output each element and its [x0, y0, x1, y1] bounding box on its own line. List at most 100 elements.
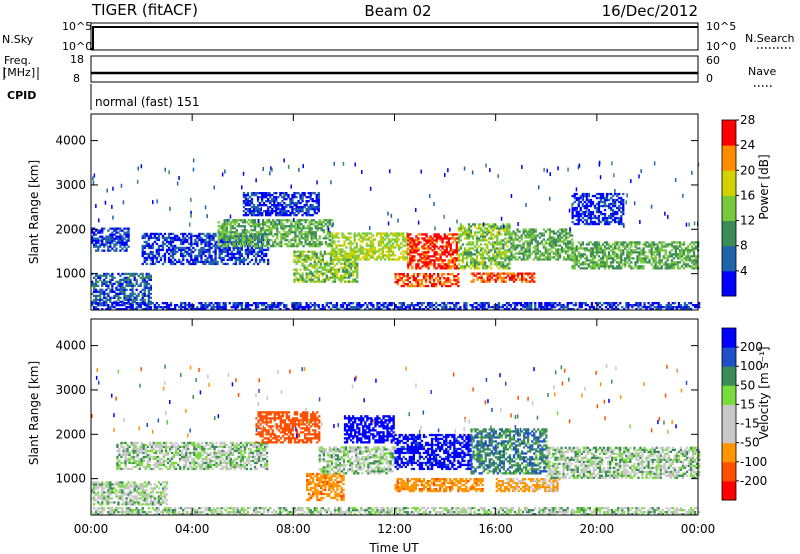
heatmap-cell — [254, 214, 258, 217]
heatmap-cell — [95, 233, 98, 236]
heatmap-cell — [504, 225, 507, 228]
heatmap-cell — [258, 258, 262, 262]
heatmap-cell — [504, 249, 507, 252]
heatmap-cell — [461, 253, 465, 256]
heatmap-cell — [408, 304, 411, 307]
heatmap-cell — [223, 235, 226, 238]
heatmap-cell — [435, 306, 438, 309]
heatmap-cell — [407, 265, 410, 268]
heatmap-cell — [400, 232, 403, 235]
heatmap-cell — [248, 252, 252, 256]
heatmap-cell — [107, 235, 110, 238]
heatmap-cell — [243, 233, 247, 236]
heatmap-cell — [441, 265, 444, 268]
heatmap-cell — [528, 228, 531, 231]
heatmap-cell — [626, 253, 629, 256]
heatmap-cell — [433, 267, 436, 270]
heatmap-cell — [554, 238, 558, 241]
heatmap-cell — [506, 245, 509, 248]
heatmap-cell — [272, 245, 275, 248]
heatmap-cell — [556, 248, 560, 251]
heatmap-cell — [522, 228, 525, 231]
heatmap-cell — [612, 214, 615, 218]
heatmap-cell — [176, 260, 179, 264]
heatmap-cell — [560, 248, 564, 251]
heatmap-cell — [125, 247, 128, 250]
heatmap-cell — [684, 259, 688, 262]
heatmap-cell — [558, 252, 562, 255]
heatmap-cell — [127, 282, 130, 285]
heatmap-cell — [153, 256, 156, 260]
heatmap-cell — [622, 212, 625, 216]
heatmap-cell — [335, 250, 339, 253]
heatmap-cell — [243, 235, 247, 238]
heatmap-cell — [127, 231, 130, 234]
heatmap-cell — [575, 208, 578, 212]
heatmap-cell — [656, 253, 659, 256]
heatmap-cell — [182, 306, 185, 309]
heatmap-cell — [252, 302, 256, 305]
heatmap-cell — [256, 208, 260, 211]
heatmap-cell — [204, 258, 207, 262]
heatmap-cell — [608, 255, 611, 258]
heatmap-cell — [291, 306, 294, 309]
heatmap-cell — [182, 254, 185, 258]
heatmap-cell — [418, 308, 422, 311]
heatmap-cell — [353, 248, 356, 251]
heatmap-cell — [329, 276, 333, 279]
heatmap-cell — [246, 210, 250, 213]
heatmap-cell — [275, 204, 278, 207]
heatmap-cell — [427, 241, 430, 244]
heatmap-cell — [500, 278, 503, 281]
heatmap-cell — [109, 288, 112, 291]
heatmap-cell — [143, 260, 146, 264]
heatmap-cell — [139, 306, 142, 309]
heatmap-cell — [115, 294, 118, 297]
heatmap-cell — [620, 218, 623, 222]
heatmap-cell — [538, 242, 541, 245]
heatmap-cell — [595, 192, 599, 196]
heatmap-cell — [640, 261, 643, 264]
heatmap-cell — [369, 236, 372, 239]
heatmap-cell — [289, 204, 292, 207]
heatmap-cell — [445, 263, 448, 266]
heatmap-cell — [577, 247, 580, 250]
heatmap-cell — [419, 267, 422, 270]
heatmap-cell — [317, 274, 320, 277]
heatmap-cell — [404, 250, 407, 253]
heatmap-cell — [447, 267, 450, 270]
heatmap-cell — [254, 206, 258, 209]
heatmap-cell — [263, 258, 266, 262]
heatmap-cell — [350, 272, 353, 275]
heatmap-cell — [95, 288, 98, 291]
heatmap-cell — [492, 278, 495, 281]
heatmap-cell — [131, 272, 134, 276]
heatmap-cell — [174, 246, 177, 250]
heatmap-cell — [267, 246, 270, 250]
heatmap-cell — [263, 302, 266, 305]
heatmap-cell — [322, 219, 325, 222]
heatmap-cell — [467, 241, 471, 244]
heatmap-cell — [305, 268, 308, 271]
heatmap-cell — [425, 263, 428, 266]
heatmap-cell — [388, 302, 391, 305]
heatmap-cell — [282, 235, 285, 238]
heatmap-cell — [404, 308, 407, 311]
heatmap-cell — [622, 253, 625, 256]
heatmap-cell — [465, 261, 469, 264]
heatmap-cell — [277, 306, 280, 309]
heatmap-cell — [304, 233, 307, 236]
heatmap-cell — [540, 254, 543, 257]
heatmap-cell — [630, 245, 633, 248]
heatmap-cell — [571, 255, 574, 258]
heatmap-cell — [343, 274, 347, 277]
heatmap-cell — [348, 302, 351, 305]
heatmap-cell — [228, 258, 231, 262]
heatmap-cell — [389, 240, 393, 243]
heatmap-cell — [597, 259, 601, 262]
heatmap-cell — [279, 204, 282, 207]
heatmap-cell — [266, 235, 269, 238]
heatmap-cell — [224, 248, 227, 252]
heatmap-cell — [250, 212, 254, 215]
heatmap-cell — [105, 296, 108, 299]
